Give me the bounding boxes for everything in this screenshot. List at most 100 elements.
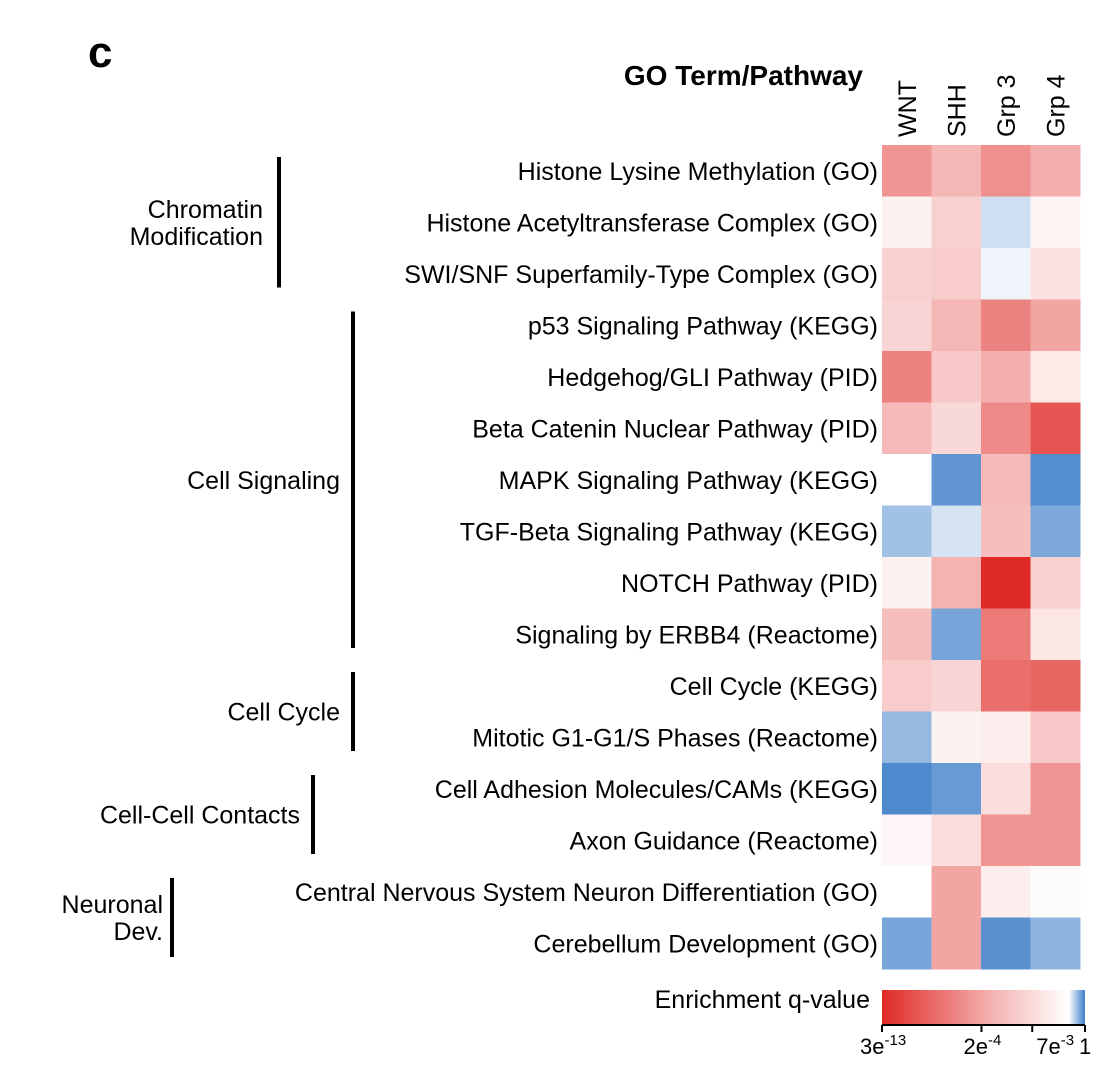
heatmap-cell bbox=[1030, 763, 1081, 815]
legend-colorbar bbox=[882, 990, 1085, 1025]
row-label: Histone Acetyltransferase Complex (GO) bbox=[426, 209, 878, 237]
row-labels: Histone Lysine Methylation (GO) Histone A… bbox=[295, 158, 878, 959]
heatmap-cell bbox=[882, 351, 932, 403]
heatmap-cell bbox=[981, 660, 1031, 712]
heatmap-cell bbox=[1030, 248, 1081, 300]
column-labels: WNT SHH Grp 3 Grp 4 bbox=[894, 74, 1071, 137]
heatmap-cell bbox=[882, 454, 932, 506]
heatmap-cell bbox=[882, 917, 932, 970]
heatmap-cell bbox=[882, 660, 932, 712]
heatmap-cell bbox=[1030, 711, 1081, 764]
heatmap-cell bbox=[1030, 351, 1081, 403]
heatmap-cell bbox=[931, 763, 982, 815]
heatmap-cell bbox=[882, 814, 932, 867]
legend-tick-label: 1 bbox=[1079, 1034, 1091, 1059]
heatmap-cell bbox=[981, 145, 1031, 197]
row-label: Hedgehog/GLI Pathway (PID) bbox=[547, 364, 878, 392]
heatmap-cell bbox=[931, 814, 982, 867]
heatmap-cell bbox=[981, 196, 1031, 249]
heatmap-cell bbox=[882, 145, 932, 197]
heatmap-cell bbox=[1030, 866, 1081, 918]
row-label: Central Nervous System Neuron Differenti… bbox=[295, 879, 878, 907]
group-label: Cell Signaling bbox=[187, 467, 340, 495]
heatmap-cell bbox=[1030, 814, 1081, 867]
heatmap-cell bbox=[1030, 454, 1081, 506]
heatmap-cell bbox=[981, 351, 1031, 403]
heatmap-cell bbox=[1030, 299, 1081, 352]
heatmap-cell bbox=[1030, 660, 1081, 712]
column-label: Grp 3 bbox=[993, 74, 1021, 137]
row-label: TGF-Beta Signaling Pathway (KEGG) bbox=[460, 518, 878, 546]
column-label: WNT bbox=[894, 80, 922, 137]
row-label: MAPK Signaling Pathway (KEGG) bbox=[499, 467, 878, 495]
heatmap-cell bbox=[931, 505, 982, 558]
column-label: Grp 4 bbox=[1042, 74, 1070, 137]
heatmap-cell bbox=[931, 299, 982, 352]
heatmap-cell bbox=[981, 402, 1031, 455]
heatmap-cell bbox=[882, 763, 932, 815]
heatmap-cell bbox=[931, 917, 982, 970]
row-label: p53 Signaling Pathway (KEGG) bbox=[528, 312, 878, 340]
heatmap-cell bbox=[931, 557, 982, 609]
row-label: Cell Cycle (KEGG) bbox=[670, 673, 878, 701]
heatmap-cell bbox=[882, 505, 932, 558]
row-label: Cell Adhesion Molecules/CAMs (KEGG) bbox=[435, 776, 878, 804]
row-label: Mitotic G1-G1/S Phases (Reactome) bbox=[472, 724, 878, 752]
heatmap-cell bbox=[1030, 505, 1081, 558]
heatmap-cell bbox=[931, 454, 982, 506]
heatmap-cell bbox=[882, 196, 932, 249]
heatmap-cell bbox=[1030, 196, 1081, 249]
group-label: Dev. bbox=[113, 918, 163, 946]
heatmap-cell bbox=[931, 402, 982, 455]
legend-title: Enrichment q-value bbox=[654, 986, 870, 1014]
heatmap-cell bbox=[931, 145, 982, 197]
heatmap-cell bbox=[981, 814, 1031, 867]
row-label: Axon Guidance (Reactome) bbox=[570, 827, 878, 855]
heatmap-cell bbox=[1030, 608, 1081, 661]
row-label: Beta Catenin Nuclear Pathway (PID) bbox=[472, 415, 878, 443]
legend-tick-label: 7e-3 bbox=[1036, 1032, 1074, 1059]
heatmap-cell bbox=[1030, 557, 1081, 609]
heatmap-cell bbox=[882, 608, 932, 661]
group-label: Chromatin bbox=[148, 196, 263, 224]
heatmap-cell bbox=[981, 711, 1031, 764]
heatmap-cell bbox=[981, 248, 1031, 300]
heatmap-cell bbox=[981, 608, 1031, 661]
heatmap-cell bbox=[981, 917, 1031, 970]
heatmap-cell bbox=[1030, 145, 1081, 197]
heatmap-cell bbox=[931, 660, 982, 712]
legend-tick-label: 3e-13 bbox=[860, 1032, 906, 1059]
row-label: Histone Lysine Methylation (GO) bbox=[518, 158, 878, 186]
column-label: SHH bbox=[943, 84, 971, 137]
heatmap-cells bbox=[882, 145, 1081, 970]
heatmap-cell bbox=[882, 402, 932, 455]
row-label: Cerebellum Development (GO) bbox=[533, 930, 878, 958]
heatmap-cell bbox=[931, 608, 982, 661]
heatmap-cell bbox=[981, 299, 1031, 352]
heatmap-cell bbox=[931, 196, 982, 249]
heatmap-cell bbox=[931, 866, 982, 918]
row-label: Signaling by ERBB4 (Reactome) bbox=[515, 621, 878, 649]
group-label: Modification bbox=[130, 223, 263, 251]
heatmap-header: GO Term/Pathway bbox=[623, 60, 863, 91]
row-label: NOTCH Pathway (PID) bbox=[621, 570, 878, 598]
group-label: Cell Cycle bbox=[227, 699, 340, 727]
heatmap-cell bbox=[931, 248, 982, 300]
heatmap-cell bbox=[882, 557, 932, 609]
heatmap-cell bbox=[981, 557, 1031, 609]
heatmap-cell bbox=[981, 866, 1031, 918]
heatmap-cell bbox=[981, 505, 1031, 558]
heatmap-cell bbox=[931, 351, 982, 403]
heatmap-cell bbox=[1030, 917, 1081, 970]
heatmap-cell bbox=[882, 299, 932, 352]
heatmap-cell bbox=[882, 248, 932, 300]
heatmap-cell bbox=[931, 711, 982, 764]
heatmap-cell bbox=[1030, 402, 1081, 455]
heatmap-cell bbox=[882, 866, 932, 918]
heatmap-cell bbox=[882, 711, 932, 764]
heatmap-cell bbox=[981, 763, 1031, 815]
legend-tick-label: 2e-4 bbox=[963, 1032, 1001, 1059]
heatmap-cell bbox=[981, 454, 1031, 506]
